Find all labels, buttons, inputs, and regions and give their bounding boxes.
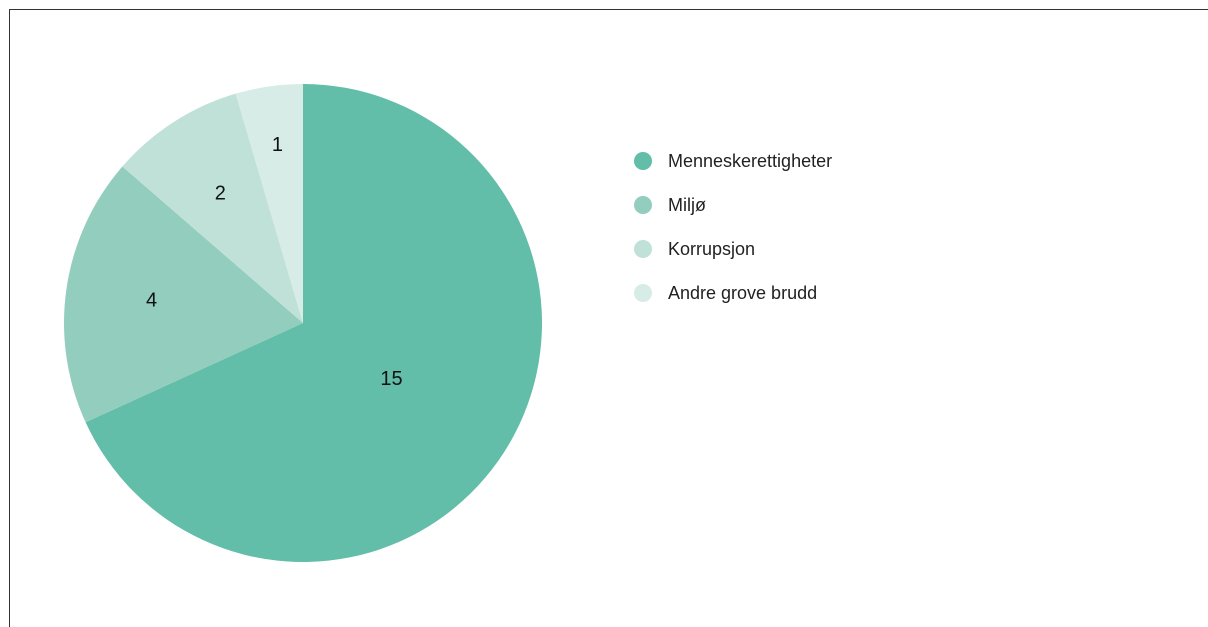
legend-label: Miljø xyxy=(668,194,706,215)
pie-slice-andre-grove-brudd xyxy=(235,84,303,323)
pie-slice-value-label: 1 xyxy=(272,134,283,156)
pie-slices xyxy=(64,84,542,563)
legend-swatch xyxy=(634,196,652,214)
legend-item: Menneskerettigheter xyxy=(634,139,832,183)
legend-swatch xyxy=(634,284,652,302)
pie-slice-menneskerettigheter xyxy=(85,84,542,563)
legend-swatch xyxy=(634,240,652,258)
pie-slice-value-label: 15 xyxy=(380,368,402,390)
legend-label: Andre grove brudd xyxy=(668,282,818,303)
legend: Menneskerettigheter Miljø Korrupsjon Andre … xyxy=(634,139,832,315)
legend-item: Andre grove brudd xyxy=(634,271,832,315)
legend-swatch xyxy=(634,152,652,170)
pie-slice-milj- xyxy=(64,166,304,423)
pie-slice-labels: 15 4 2 1 xyxy=(146,134,403,390)
pie-slice-value-label: 4 xyxy=(146,290,157,312)
legend-label: Menneskerettigheter xyxy=(668,150,833,171)
pie-slice-korrupsjon xyxy=(122,93,303,323)
legend-label: Korrupsjon xyxy=(668,238,756,259)
legend-item: Miljø xyxy=(634,183,832,227)
legend-item: Korrupsjon xyxy=(634,227,832,271)
pie-slice-value-label: 2 xyxy=(215,183,226,205)
